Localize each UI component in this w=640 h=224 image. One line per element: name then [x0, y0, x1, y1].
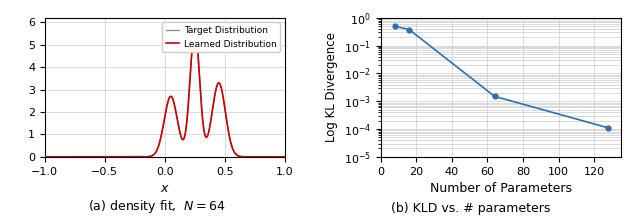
Learned Distribution — [281, 155, 289, 158]
Target Distribution — [83, 155, 90, 158]
Target Distribution — [68, 155, 76, 158]
X-axis label: Number of Parameters: Number of Parameters — [430, 182, 572, 195]
Learned Distribution — [68, 155, 76, 158]
Learned Distribution — [276, 155, 284, 158]
Target Distribution — [41, 155, 49, 158]
Text: (a) density fit,  $N = 64$: (a) density fit, $N = 64$ — [88, 198, 226, 215]
Target Distribution — [143, 155, 151, 158]
Learned Distribution — [133, 155, 141, 158]
Target Distribution — [281, 155, 289, 158]
Learned Distribution — [83, 155, 90, 158]
Learned Distribution — [41, 155, 49, 158]
Learned Distribution — [191, 28, 198, 30]
Line: Learned Distribution: Learned Distribution — [45, 29, 285, 157]
Learned Distribution — [250, 155, 258, 158]
Legend: Target Distribution, Learned Distribution: Target Distribution, Learned Distributio… — [163, 22, 280, 52]
Target Distribution — [191, 28, 198, 30]
Y-axis label: Log KL Divergence: Log KL Divergence — [325, 32, 338, 142]
Line: Target Distribution: Target Distribution — [45, 29, 285, 157]
Target Distribution — [276, 155, 284, 158]
Target Distribution — [133, 155, 141, 158]
Target Distribution — [250, 155, 258, 158]
Learned Distribution — [143, 155, 151, 158]
Text: (b) KLD vs. # parameters: (b) KLD vs. # parameters — [390, 202, 550, 215]
X-axis label: $x$: $x$ — [160, 182, 170, 195]
